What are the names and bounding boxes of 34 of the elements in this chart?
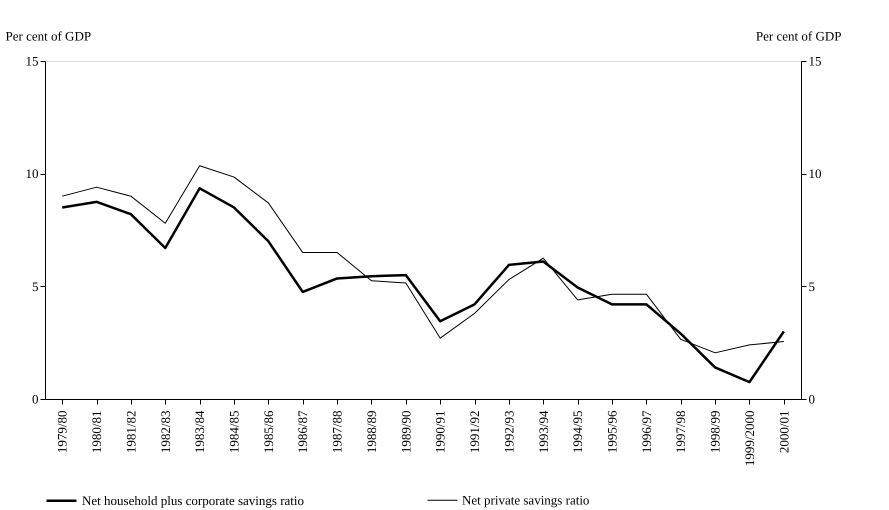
y2-tick-label: 10 — [808, 166, 822, 182]
y-tick-label: 5 — [32, 278, 38, 294]
x-tick-label: 1980/81 — [89, 410, 104, 454]
x-tick-label: 1984/85 — [226, 410, 242, 454]
x-tick-label: 1993/94 — [536, 410, 551, 454]
y-tick-label: 15 — [26, 54, 38, 68]
legend-label: Net household plus corporate savings ratio — [82, 492, 304, 508]
x-tick-label: 1986/87 — [295, 410, 310, 454]
x-tick-label: 1979/80 — [54, 410, 70, 454]
x-tick-label: 1987/88 — [330, 410, 345, 454]
x-tick-label: 1997/98 — [673, 410, 688, 454]
legend-label: Net private savings ratio — [462, 492, 590, 508]
y2-tick-label: 0 — [808, 392, 815, 406]
x-tick-label: 1995/96 — [604, 410, 620, 454]
x-tick-label: 2000/01 — [776, 410, 792, 454]
x-tick-label: 1981/82 — [123, 410, 138, 454]
x-tick-label: 1996/97 — [638, 410, 654, 454]
x-tick-label: 1992/93 — [501, 410, 516, 454]
y-axis-title: Per cent of GDP — [6, 28, 92, 44]
x-tick-label: 1994/95 — [570, 410, 586, 454]
y2-tick-label: 5 — [808, 278, 815, 294]
x-tick-label: 1989/90 — [398, 410, 414, 454]
y2-axis-title: Per cent of GDP — [756, 28, 842, 44]
y2-tick-label: 15 — [808, 54, 822, 68]
x-tick-label: 1988/89 — [364, 410, 379, 454]
x-tick-label: 1985/86 — [260, 410, 276, 454]
x-tick-label: 1982/83 — [158, 410, 173, 454]
y-tick-label: 0 — [32, 392, 38, 406]
y-tick-label: 10 — [26, 166, 38, 182]
x-tick-label: 1983/84 — [192, 410, 208, 454]
x-tick-label: 1991/92 — [467, 410, 482, 454]
x-tick-label: 1999/2000 — [742, 410, 757, 466]
x-tick-label: 1990/91 — [432, 410, 448, 454]
x-tick-label: 1998/99 — [708, 410, 723, 454]
